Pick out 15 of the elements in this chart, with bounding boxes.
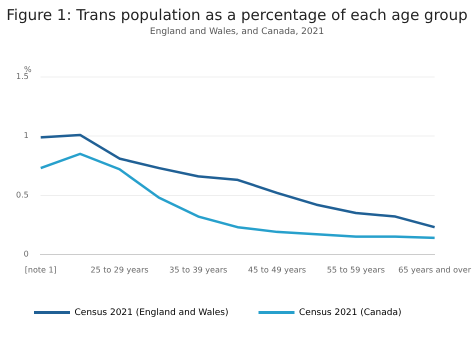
y-tick-label: 0	[24, 249, 29, 258]
y-tick-label: 1.5	[16, 72, 29, 82]
legend-label: Census 2021 (Canada)	[299, 308, 402, 318]
x-tick-label: 25 to 29 years	[90, 265, 149, 274]
chart-subtitle: England and Wales, and Canada, 2021	[148, 27, 326, 37]
x-tick-label: 65 years and over	[398, 265, 472, 274]
chart-title: Figure 1: Trans population as a percentage of each age group	[5, 6, 469, 24]
y-axis-title: %	[24, 65, 32, 74]
x-tick-label: 45 to 49 years	[248, 265, 306, 274]
x-tick-label: 35 to 39 years	[169, 265, 228, 274]
y-tick-label: 0.5	[16, 190, 29, 200]
x-tick-label: [note 1]	[24, 265, 57, 274]
y-tick-label: 1	[24, 131, 29, 140]
x-tick-label: 55 to 59 years	[326, 265, 385, 274]
legend-label: Census 2021 (England and Wales)	[74, 308, 229, 318]
